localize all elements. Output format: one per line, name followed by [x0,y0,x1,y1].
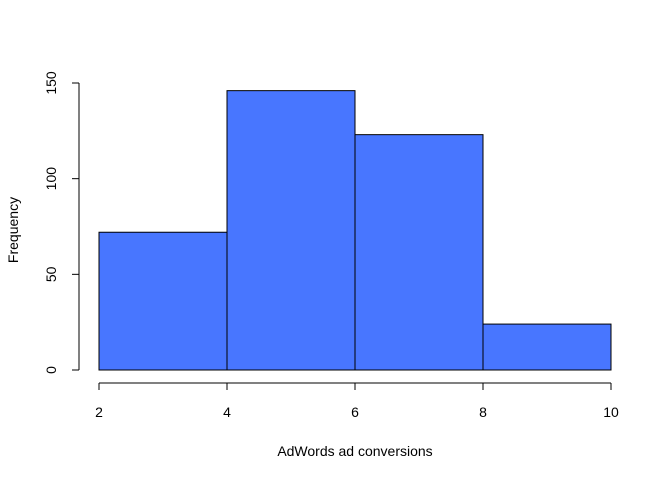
x-tick-label-3: 6 [351,404,359,420]
x-axis: 2 4 6 8 10 [95,382,619,420]
y-axis-title: Frequency [5,197,21,263]
y-tick-label-3: 100 [43,167,59,191]
y-axis: 0 50 100 150 [43,71,80,374]
x-axis-title: AdWords ad conversions [277,443,432,459]
y-tick-label-1: 0 [43,366,59,374]
histogram-bars [98,90,612,371]
x-tick-label-4: 8 [479,404,487,420]
x-tick-label-5: 10 [603,404,619,420]
histogram-bar-3 [354,134,484,371]
y-tick-label-2: 50 [43,266,59,282]
histogram-bar-2 [226,90,356,371]
x-tick-label-1: 2 [95,404,103,420]
histogram-bar-1 [98,231,228,371]
y-tick-label-4: 150 [43,71,59,95]
x-tick-label-2: 4 [223,404,231,420]
histogram-bar-4 [482,323,612,371]
